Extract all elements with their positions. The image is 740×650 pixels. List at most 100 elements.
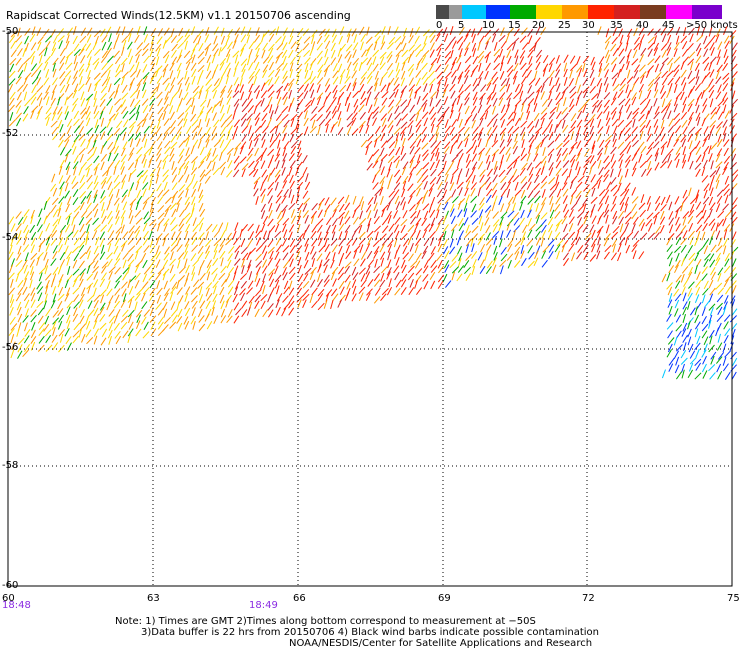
wind-barb — [190, 253, 197, 262]
wind-barb — [527, 91, 535, 99]
wind-barb — [37, 41, 42, 51]
wind-barb — [451, 223, 458, 232]
wind-barb — [346, 69, 350, 79]
wind-barb — [562, 112, 569, 121]
wind-barb — [414, 89, 418, 99]
wind-barb — [722, 83, 729, 92]
wind-barb — [387, 251, 391, 261]
wind-barb — [618, 175, 623, 185]
wind-barb — [184, 258, 188, 268]
wind-barb — [668, 357, 675, 366]
wind-barb — [667, 233, 675, 241]
wind-barb — [323, 238, 328, 247]
wind-barb — [345, 44, 353, 52]
wind-barb — [653, 35, 657, 45]
wind-barb — [416, 154, 421, 164]
wind-barb — [276, 90, 281, 99]
wind-barb — [72, 330, 80, 338]
wind-barb — [295, 239, 302, 247]
wind-barb — [647, 202, 651, 212]
wind-barb — [241, 265, 245, 275]
wind-barb — [514, 181, 519, 191]
wind-barb — [556, 147, 562, 157]
wind-barb — [204, 34, 210, 43]
wind-barb — [647, 36, 655, 44]
wind-barb — [731, 357, 738, 367]
wind-barb — [121, 76, 125, 86]
wind-barb — [582, 166, 588, 176]
wind-barb — [492, 174, 498, 183]
wind-barb — [470, 188, 476, 197]
wind-barb — [569, 85, 576, 94]
wind-barb — [31, 76, 39, 85]
wind-barb — [464, 64, 471, 73]
wind-barb — [171, 314, 178, 323]
wind-barb — [666, 272, 671, 282]
wind-barb — [661, 98, 666, 108]
wind-barb — [666, 138, 671, 148]
wind-barb — [624, 196, 630, 206]
wind-barb — [163, 280, 168, 290]
wind-barb — [129, 138, 134, 148]
wind-barb — [631, 196, 639, 204]
wind-barb — [512, 145, 518, 155]
wind-barb — [185, 216, 192, 225]
wind-barb — [464, 47, 469, 57]
wind-barb — [282, 91, 288, 100]
wind-barb — [442, 246, 449, 255]
wind-barb — [317, 56, 323, 65]
wind-barb — [695, 286, 701, 296]
wind-barb — [205, 47, 209, 56]
wind-barb — [548, 223, 554, 233]
wind-barb — [234, 142, 242, 150]
wind-barb — [281, 75, 288, 84]
wind-barb — [64, 83, 70, 93]
scale-label: 10 — [482, 20, 495, 31]
wind-barb — [624, 182, 631, 191]
wind-barb — [592, 99, 599, 108]
wind-barb — [120, 210, 126, 219]
wind-barb — [205, 27, 210, 36]
wind-barb — [211, 132, 218, 141]
wind-barb — [577, 204, 585, 212]
wind-barb — [491, 139, 499, 148]
wind-barb — [23, 264, 28, 274]
wind-barb — [435, 159, 440, 169]
wind-barb — [555, 168, 562, 176]
wind-barb — [253, 161, 260, 170]
wind-barb — [261, 49, 266, 59]
wind-barb — [582, 197, 589, 206]
wind-barb — [225, 222, 229, 232]
wind-barb — [59, 181, 65, 190]
wind-barb — [121, 288, 127, 297]
wind-barb — [190, 287, 198, 295]
scale-swatch — [692, 5, 722, 19]
wind-barb — [31, 26, 36, 36]
wind-barb — [436, 119, 443, 128]
lon-label: 60 — [2, 593, 15, 604]
wind-barb — [58, 344, 65, 353]
wind-barb — [30, 266, 34, 276]
wind-barb — [93, 328, 100, 337]
wind-barb — [701, 167, 706, 177]
wind-barb — [331, 110, 337, 119]
wind-barb — [687, 58, 695, 66]
wind-barb — [701, 307, 706, 316]
wind-barb — [597, 119, 602, 128]
wind-barb — [114, 98, 122, 106]
wind-barb — [233, 67, 237, 77]
wind-barb — [37, 292, 43, 302]
wind-barb — [30, 92, 38, 100]
wind-barb — [683, 278, 689, 287]
wind-barb — [22, 259, 28, 268]
wind-barb — [197, 35, 202, 45]
wind-barb — [10, 223, 16, 232]
wind-barb — [374, 82, 378, 92]
wind-barb — [694, 265, 698, 274]
wind-barb — [696, 34, 704, 43]
wind-barb — [92, 230, 98, 239]
wind-barb — [142, 112, 149, 122]
wind-barb — [704, 300, 711, 308]
wind-barb — [45, 85, 51, 94]
wind-barb — [99, 289, 107, 297]
